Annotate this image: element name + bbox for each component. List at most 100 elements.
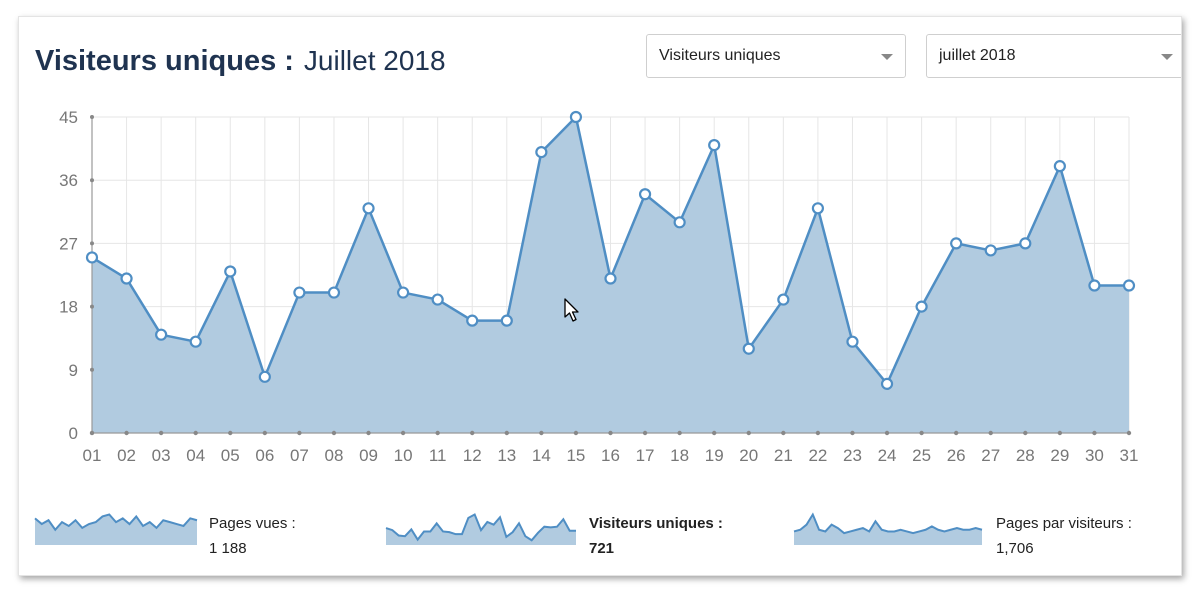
x-tick-label: 11 bbox=[429, 446, 447, 465]
data-point[interactable] bbox=[638, 188, 652, 201]
data-point[interactable] bbox=[569, 110, 583, 124]
x-tick-label: 28 bbox=[1016, 446, 1035, 465]
x-tick-label: 03 bbox=[152, 446, 171, 465]
x-tick bbox=[504, 430, 509, 436]
stat-page-views[interactable]: Pages vues : 1 188 bbox=[34, 507, 374, 567]
x-tick bbox=[435, 430, 440, 436]
data-point[interactable] bbox=[293, 286, 306, 299]
x-tick bbox=[712, 430, 717, 436]
data-point[interactable] bbox=[984, 244, 997, 257]
x-tick-label: 20 bbox=[739, 446, 758, 465]
chevron-down-icon bbox=[881, 54, 893, 60]
x-tick bbox=[815, 430, 821, 436]
data-point[interactable] bbox=[1053, 160, 1066, 173]
x-tick-label: 18 bbox=[670, 446, 689, 465]
stat-value: 1 188 bbox=[209, 540, 247, 557]
x-tick-label: 06 bbox=[255, 446, 274, 465]
month-select-value: juillet 2018 bbox=[939, 47, 1016, 64]
metric-select[interactable]: Visiteurs uniques bbox=[646, 34, 906, 78]
data-point[interactable] bbox=[431, 293, 444, 306]
y-tick bbox=[90, 115, 94, 119]
y-tick-label: 45 bbox=[59, 108, 78, 127]
x-tick bbox=[988, 430, 993, 436]
data-point[interactable] bbox=[535, 146, 548, 159]
y-tick-label: 18 bbox=[59, 298, 78, 317]
page-title: Visiteurs uniques : Juillet 2018 bbox=[35, 45, 446, 78]
sparkline-area bbox=[386, 514, 576, 545]
x-tick bbox=[1023, 430, 1028, 436]
x-tick-label: 05 bbox=[221, 446, 240, 465]
x-tick-label: 21 bbox=[774, 446, 793, 465]
chevron-down-icon bbox=[1161, 54, 1173, 60]
data-point[interactable] bbox=[224, 265, 237, 278]
x-tick bbox=[919, 430, 924, 436]
sparkline-page-views bbox=[34, 513, 198, 545]
data-point[interactable] bbox=[880, 377, 894, 390]
x-tick-label: 23 bbox=[843, 446, 862, 465]
data-point[interactable] bbox=[950, 237, 963, 250]
x-tick bbox=[89, 430, 95, 436]
data-point[interactable] bbox=[1122, 279, 1136, 292]
data-point[interactable] bbox=[1019, 237, 1032, 250]
stat-label: Visiteurs uniques : bbox=[589, 515, 723, 532]
metric-select-value: Visiteurs uniques bbox=[659, 47, 781, 64]
x-tick bbox=[539, 430, 544, 436]
sparkline-area bbox=[794, 514, 982, 545]
x-tick bbox=[124, 430, 129, 436]
month-select[interactable]: juillet 2018 bbox=[926, 34, 1181, 78]
data-point[interactable] bbox=[811, 202, 825, 215]
data-point[interactable] bbox=[327, 286, 341, 299]
data-point[interactable] bbox=[155, 328, 168, 341]
data-point[interactable] bbox=[85, 251, 99, 264]
x-tick-label: 31 bbox=[1120, 446, 1139, 465]
x-tick-label: 09 bbox=[359, 446, 378, 465]
data-point[interactable] bbox=[120, 272, 133, 285]
data-point[interactable] bbox=[362, 202, 375, 215]
x-tick-label: 02 bbox=[117, 446, 136, 465]
y-tick bbox=[90, 304, 94, 309]
y-tick-label: 27 bbox=[59, 234, 78, 253]
data-point[interactable] bbox=[1088, 279, 1101, 292]
x-tick bbox=[400, 430, 406, 436]
y-tick bbox=[90, 367, 94, 372]
x-tick bbox=[884, 430, 890, 436]
x-tick bbox=[262, 430, 268, 436]
data-point[interactable] bbox=[466, 314, 479, 327]
y-tick-label: 9 bbox=[69, 361, 78, 380]
x-tick bbox=[573, 430, 579, 436]
data-point[interactable] bbox=[604, 272, 617, 285]
sparkline-line bbox=[34, 513, 198, 532]
stat-pages-per-visitor[interactable]: Pages par visiteurs : 1,706 bbox=[793, 507, 1173, 567]
stat-unique-visitors[interactable]: Visiteurs uniques : 721 bbox=[385, 507, 765, 567]
sparkline-unique-visitors bbox=[385, 513, 576, 545]
stats-panel: Visiteurs uniques : Juillet 2018 Visiteur… bbox=[18, 16, 1182, 576]
data-point[interactable] bbox=[777, 293, 790, 306]
x-tick-label: 15 bbox=[566, 446, 585, 465]
x-tick-label: 19 bbox=[705, 446, 724, 465]
y-tick-label: 0 bbox=[69, 424, 78, 443]
x-tick bbox=[1126, 430, 1132, 436]
stat-label: Pages vues : bbox=[209, 515, 296, 532]
x-tick-label: 26 bbox=[947, 446, 966, 465]
stat-value: 721 bbox=[589, 540, 615, 557]
x-tick-label: 24 bbox=[878, 446, 897, 465]
data-point[interactable] bbox=[846, 335, 859, 348]
x-tick bbox=[850, 430, 855, 436]
data-point[interactable] bbox=[708, 138, 721, 152]
data-point[interactable] bbox=[258, 370, 271, 383]
data-point[interactable] bbox=[673, 216, 686, 229]
data-point[interactable] bbox=[742, 342, 755, 355]
data-point[interactable] bbox=[397, 286, 410, 299]
x-tick-label: 08 bbox=[325, 446, 344, 465]
x-tick bbox=[608, 430, 613, 436]
stat-value: 1,706 bbox=[996, 540, 1034, 557]
x-tick-label: 14 bbox=[532, 446, 551, 465]
x-tick-label: 17 bbox=[636, 446, 655, 465]
x-tick bbox=[470, 430, 475, 436]
y-tick-label: 36 bbox=[59, 171, 78, 190]
data-point[interactable] bbox=[915, 300, 928, 313]
x-tick bbox=[1057, 430, 1063, 436]
data-point[interactable] bbox=[189, 335, 202, 348]
data-point[interactable] bbox=[500, 314, 513, 327]
